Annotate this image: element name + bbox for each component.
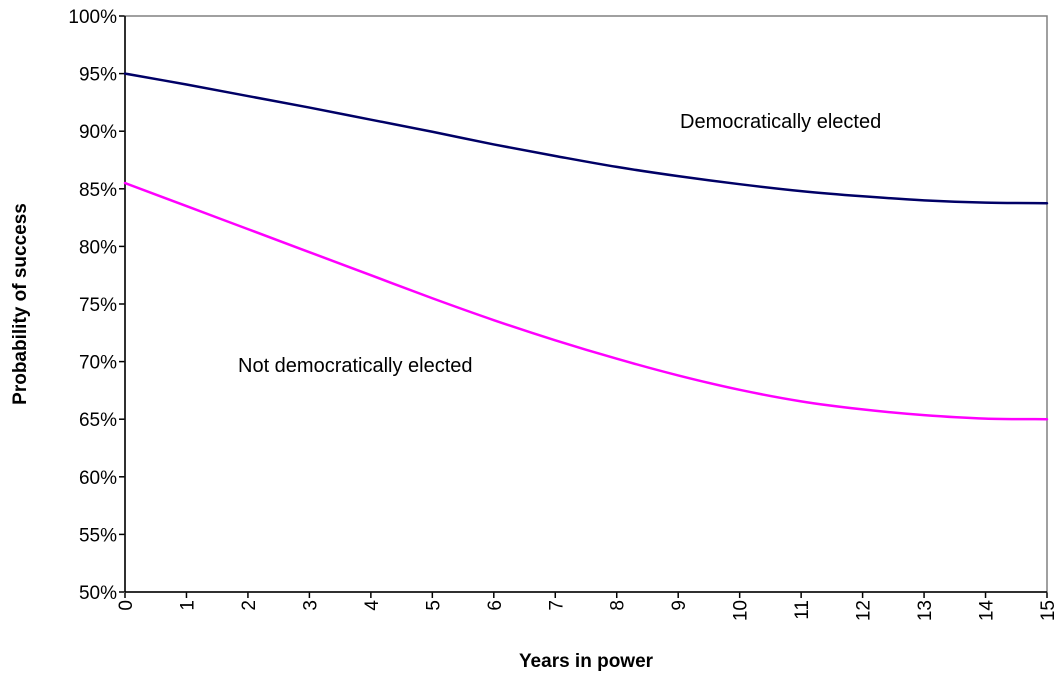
x-tick-labels: 0 1 2 3 4 5 6 7 8 9 10 11 12 13 14 15: [116, 600, 1059, 622]
y-axis-title: Probability of success: [10, 203, 31, 405]
series-lines: [123, 72, 1049, 421]
y-tick-label: 100%: [68, 7, 117, 28]
x-tick-label: 0: [116, 600, 137, 611]
x-axis-title: Years in power: [519, 651, 654, 672]
y-tick-label: 50%: [79, 583, 117, 604]
y-tick-label: 60%: [79, 468, 117, 489]
y-tick-label: 55%: [79, 525, 117, 546]
x-tick-label: 1: [177, 600, 198, 611]
y-tick-marks: [119, 15, 125, 593]
y-tick-label: 90%: [79, 122, 117, 143]
x-tick-label: 12: [854, 600, 875, 621]
x-tick-label: 6: [485, 600, 506, 611]
x-tick-label: 3: [300, 600, 321, 611]
y-tick-label: 95%: [79, 65, 117, 86]
x-tick-label: 10: [731, 600, 752, 621]
y-tick-label: 65%: [79, 410, 117, 431]
x-tick-label: 15: [1038, 600, 1059, 621]
x-tick-label: 8: [608, 600, 629, 611]
series-label-not-democratically-elected: Not democratically elected: [238, 355, 473, 377]
y-tick-label: 80%: [79, 237, 117, 258]
plot-area-frame: [124, 15, 1048, 593]
x-tick-label: 2: [239, 600, 260, 611]
y-tick-labels: 100% 95% 90% 85% 80% 75% 70% 65% 60% 55% 50%: [68, 7, 117, 604]
series-label-democratically-elected: Democratically elected: [680, 111, 881, 133]
series-line-democratically-elected: [123, 72, 1049, 205]
y-tick-label: 70%: [79, 353, 117, 374]
x-tick-label: 4: [362, 600, 383, 611]
x-tick-label: 13: [915, 600, 936, 621]
x-tick-marks: [124, 592, 1048, 598]
x-tick-label: 7: [546, 600, 567, 611]
x-tick-label: 9: [669, 600, 690, 611]
x-tick-label: 5: [423, 600, 444, 611]
y-tick-label: 85%: [79, 180, 117, 201]
x-tick-label: 14: [977, 600, 998, 622]
y-tick-label: 75%: [79, 295, 117, 316]
series-line-not-democratically-elected: [123, 181, 1049, 421]
x-tick-label: 11: [792, 600, 813, 620]
series-label-clip: Not democratically elected: [238, 355, 473, 377]
